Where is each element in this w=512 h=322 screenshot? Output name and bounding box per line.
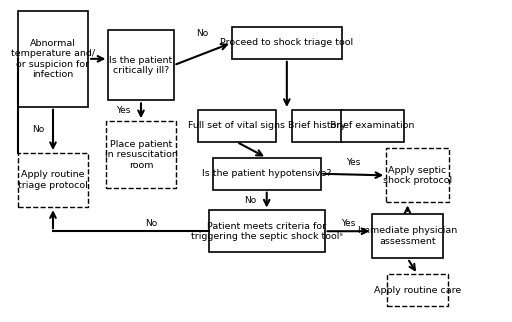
Text: Yes: Yes bbox=[346, 158, 360, 167]
FancyBboxPatch shape bbox=[212, 158, 321, 190]
Text: Brief examination: Brief examination bbox=[330, 121, 415, 130]
Text: Apply septic
shock protocol: Apply septic shock protocol bbox=[383, 166, 452, 185]
Text: No: No bbox=[32, 125, 44, 134]
Text: Immediate physician
assessment: Immediate physician assessment bbox=[358, 226, 457, 246]
FancyBboxPatch shape bbox=[109, 30, 174, 100]
FancyBboxPatch shape bbox=[231, 27, 342, 59]
FancyBboxPatch shape bbox=[388, 274, 448, 306]
FancyBboxPatch shape bbox=[292, 110, 342, 142]
Text: No: No bbox=[244, 195, 256, 204]
FancyBboxPatch shape bbox=[341, 110, 404, 142]
Text: Apply routine care: Apply routine care bbox=[374, 286, 461, 295]
FancyBboxPatch shape bbox=[106, 121, 176, 188]
Text: Full set of vital signs: Full set of vital signs bbox=[188, 121, 285, 130]
FancyBboxPatch shape bbox=[209, 211, 325, 252]
Text: No: No bbox=[145, 219, 157, 228]
FancyBboxPatch shape bbox=[198, 110, 275, 142]
Text: Yes: Yes bbox=[341, 219, 356, 228]
Text: Apply routine
triage protocol: Apply routine triage protocol bbox=[18, 170, 88, 190]
Text: Brief history: Brief history bbox=[288, 121, 346, 130]
FancyBboxPatch shape bbox=[386, 148, 449, 203]
FancyBboxPatch shape bbox=[372, 214, 443, 258]
FancyBboxPatch shape bbox=[18, 11, 88, 107]
Text: Place patient
in resuscitation
room: Place patient in resuscitation room bbox=[104, 140, 178, 169]
Text: Abnormal
temperature and/
or suspicion for
infection: Abnormal temperature and/ or suspicion f… bbox=[11, 39, 95, 79]
Text: No: No bbox=[197, 29, 209, 38]
Text: Proceed to shock triage tool: Proceed to shock triage tool bbox=[220, 38, 353, 47]
Text: Patient meets criteria for
triggering the septic shock toolˢ: Patient meets criteria for triggering th… bbox=[191, 222, 343, 241]
FancyBboxPatch shape bbox=[18, 153, 88, 207]
Text: Is the patient
critically ill?: Is the patient critically ill? bbox=[110, 55, 173, 75]
Text: Is the patient hypotensive?: Is the patient hypotensive? bbox=[202, 169, 331, 178]
Text: Yes: Yes bbox=[116, 106, 131, 115]
